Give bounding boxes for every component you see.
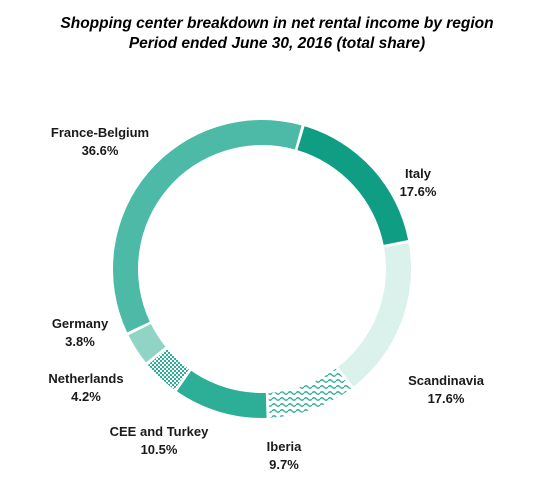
donut-slices [112, 120, 411, 418]
slice-label-name-scandinavia: Scandinavia [408, 373, 485, 388]
slice-cee-and-turkey [176, 370, 267, 418]
slice-label-name-france-belgium: France-Belgium [51, 125, 149, 140]
slice-label-value-france-belgium: 36.6% [82, 143, 119, 158]
slice-labels: Italy 17.6% Scandinavia 17.6% Iberia 9.7% CEE … [48, 125, 484, 472]
chart-title: Shopping center breakdown in net rental … [60, 15, 494, 32]
slice-scandinavia [338, 243, 411, 387]
slice-label-name-germany: Germany [52, 316, 109, 331]
slice-label-value-italy: 17.6% [400, 184, 437, 199]
chart-subtitle: Period ended June 30, 2016 (total share) [128, 35, 426, 52]
slice-label-value-netherlands: 4.2% [71, 389, 101, 404]
slice-label-value-germany: 3.8% [65, 334, 95, 349]
slice-italy [297, 126, 409, 245]
slice-label-value-scandinavia: 17.6% [428, 391, 465, 406]
slice-germany [128, 324, 166, 363]
slice-label-name-netherlands: Netherlands [48, 371, 123, 386]
slice-label-name-italy: Italy [405, 166, 432, 181]
slice-label-value-iberia: 9.7% [269, 457, 299, 472]
slice-label-name-cee-and-turkey: CEE and Turkey [110, 424, 210, 439]
slice-iberia [268, 368, 352, 418]
chart-title-block: Shopping center breakdown in net rental … [0, 14, 554, 54]
slice-label-name-iberia: Iberia [267, 439, 302, 454]
slice-netherlands [147, 348, 190, 390]
slice-france-belgium [112, 120, 302, 333]
slice-label-value-cee-and-turkey: 10.5% [141, 442, 178, 457]
